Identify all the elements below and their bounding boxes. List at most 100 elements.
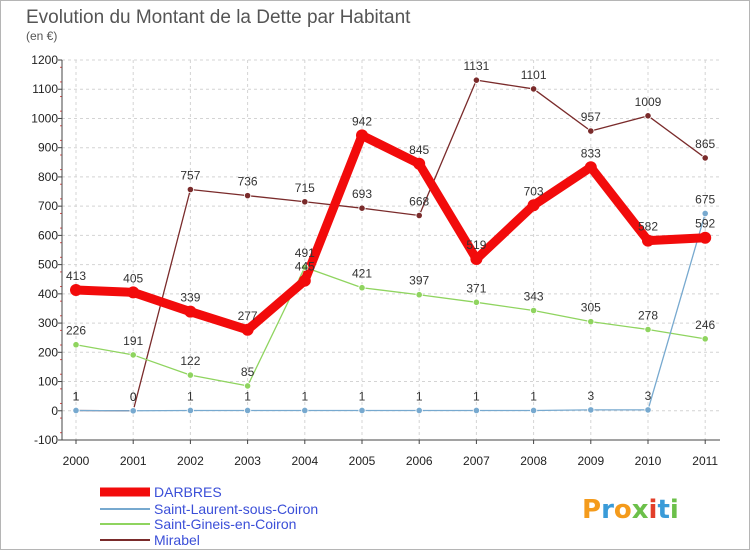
legend-label-darbres: DARBRES <box>154 484 222 500</box>
logo-letter: P <box>582 495 601 525</box>
data-label-mirabel: 0 <box>130 390 137 404</box>
data-label-saint-gineis-en-coiron: 491 <box>295 246 315 260</box>
series-line-darbres <box>71 130 710 335</box>
data-label-saint-laurent-sous-coiron: 1 <box>359 389 366 403</box>
point-mirabel <box>472 76 480 84</box>
point-darbres <box>241 323 254 336</box>
point-saint-laurent-sous-coiron <box>701 209 709 218</box>
data-label-darbres: 413 <box>66 269 86 283</box>
point-saint-laurent-sous-coiron <box>186 406 194 415</box>
data-label-saint-laurent-sous-coiron: 1 <box>73 389 80 403</box>
point-saint-laurent-sous-coiron <box>244 406 252 415</box>
y-tick-label: 1000 <box>31 111 58 125</box>
x-tick-label: 2011 <box>692 454 718 468</box>
point-mirabel <box>244 192 252 200</box>
data-label-darbres: 277 <box>238 309 258 323</box>
point-saint-laurent-sous-coiron <box>415 406 423 415</box>
point-mirabel <box>415 211 423 220</box>
point-saint-laurent-sous-coiron <box>472 406 480 415</box>
logo-letter: i <box>670 495 679 525</box>
point-darbres <box>527 199 540 212</box>
point-saint-gineis-en-coiron <box>301 263 309 271</box>
axes: -100010020030040050060070080090010001100… <box>31 53 720 468</box>
proxiti-logo: Proxiti <box>582 495 679 525</box>
y-tick-label: -100 <box>34 433 58 447</box>
point-saint-laurent-sous-coiron <box>644 406 652 414</box>
data-label-saint-gineis-en-coiron: 85 <box>241 365 255 379</box>
y-tick-label: 0 <box>51 404 58 418</box>
data-points <box>70 76 712 415</box>
point-saint-gineis-en-coiron <box>415 291 423 299</box>
legend: DARBRESSaint-Laurent-sous-CoironSaint-Gi… <box>100 484 318 548</box>
point-saint-gineis-en-coiron <box>472 298 480 306</box>
point-darbres <box>356 129 368 142</box>
data-label-saint-gineis-en-coiron: 246 <box>695 318 715 332</box>
point-saint-laurent-sous-coiron <box>72 406 80 415</box>
data-label-saint-laurent-sous-coiron: 1 <box>301 389 308 403</box>
point-mirabel <box>529 85 538 93</box>
data-label-mirabel: 1101 <box>521 68 547 82</box>
logo-letter: t <box>657 495 669 525</box>
data-label-saint-laurent-sous-coiron: 1 <box>416 389 423 403</box>
x-tick-label: 2001 <box>120 454 147 468</box>
data-label-mirabel: 715 <box>295 181 315 195</box>
y-tick-label: 300 <box>38 316 58 330</box>
series-line-mirabel <box>75 79 706 412</box>
point-darbres <box>298 274 311 287</box>
point-mirabel <box>644 112 652 120</box>
legend-label-saint-laurent-sous-coiron: Saint-Laurent-sous-Coiron <box>154 501 318 517</box>
data-label-darbres: 519 <box>466 238 486 252</box>
point-mirabel <box>701 154 709 162</box>
y-tick-label: 900 <box>38 141 58 155</box>
x-tick-label: 2004 <box>291 454 318 468</box>
point-saint-laurent-sous-coiron <box>587 406 595 414</box>
y-tick-label: 600 <box>38 228 58 242</box>
data-label-saint-laurent-sous-coiron: 1 <box>244 389 251 403</box>
point-saint-gineis-en-coiron <box>701 335 709 343</box>
data-label-saint-laurent-sous-coiron: 675 <box>695 192 715 206</box>
data-label-saint-laurent-sous-coiron: 1 <box>530 389 537 403</box>
data-label-darbres: 445 <box>295 260 315 274</box>
point-saint-gineis-en-coiron <box>587 318 595 326</box>
data-label-saint-gineis-en-coiron: 397 <box>409 274 429 288</box>
point-darbres <box>70 284 82 297</box>
point-darbres <box>470 253 483 266</box>
data-label-mirabel: 736 <box>238 175 258 189</box>
x-tick-label: 2002 <box>177 454 204 468</box>
point-darbres <box>413 157 426 170</box>
data-label-darbres: 582 <box>638 220 658 234</box>
point-saint-gineis-en-coiron <box>644 325 652 334</box>
point-saint-laurent-sous-coiron <box>129 407 137 415</box>
x-tick-label: 2007 <box>463 454 490 468</box>
data-label-mirabel: 668 <box>409 195 429 209</box>
data-label-darbres: 942 <box>352 114 372 128</box>
data-label-saint-gineis-en-coiron: 343 <box>524 290 544 304</box>
y-tick-label: 700 <box>38 199 58 213</box>
point-mirabel <box>301 198 309 206</box>
series-lines <box>71 79 710 412</box>
data-label-saint-laurent-sous-coiron: 1 <box>473 389 480 403</box>
point-darbres <box>127 286 140 299</box>
data-label-saint-laurent-sous-coiron: 1 <box>187 389 194 403</box>
point-mirabel <box>587 127 595 135</box>
x-tick-label: 2009 <box>577 454 604 468</box>
point-darbres <box>642 234 654 247</box>
plot-area <box>62 60 720 440</box>
data-label-darbres: 339 <box>180 291 200 305</box>
series-line-saint-gineis-en-coiron <box>75 266 706 387</box>
data-label-mirabel: 865 <box>695 137 715 151</box>
data-label-saint-gineis-en-coiron: 122 <box>180 354 200 368</box>
data-label-mirabel: 1 <box>73 389 80 403</box>
point-saint-gineis-en-coiron <box>72 341 80 349</box>
y-tick-label: 800 <box>38 170 58 184</box>
y-tick-label: 500 <box>38 258 58 272</box>
data-label-mirabel: 757 <box>180 168 200 182</box>
logo-letter: x <box>632 495 649 525</box>
x-tick-label: 2003 <box>234 454 261 468</box>
point-saint-laurent-sous-coiron <box>358 406 366 415</box>
point-saint-gineis-en-coiron <box>129 351 137 359</box>
data-label-mirabel: 693 <box>352 187 372 201</box>
data-label-darbres: 592 <box>695 217 715 231</box>
logo-letter: o <box>614 495 632 525</box>
